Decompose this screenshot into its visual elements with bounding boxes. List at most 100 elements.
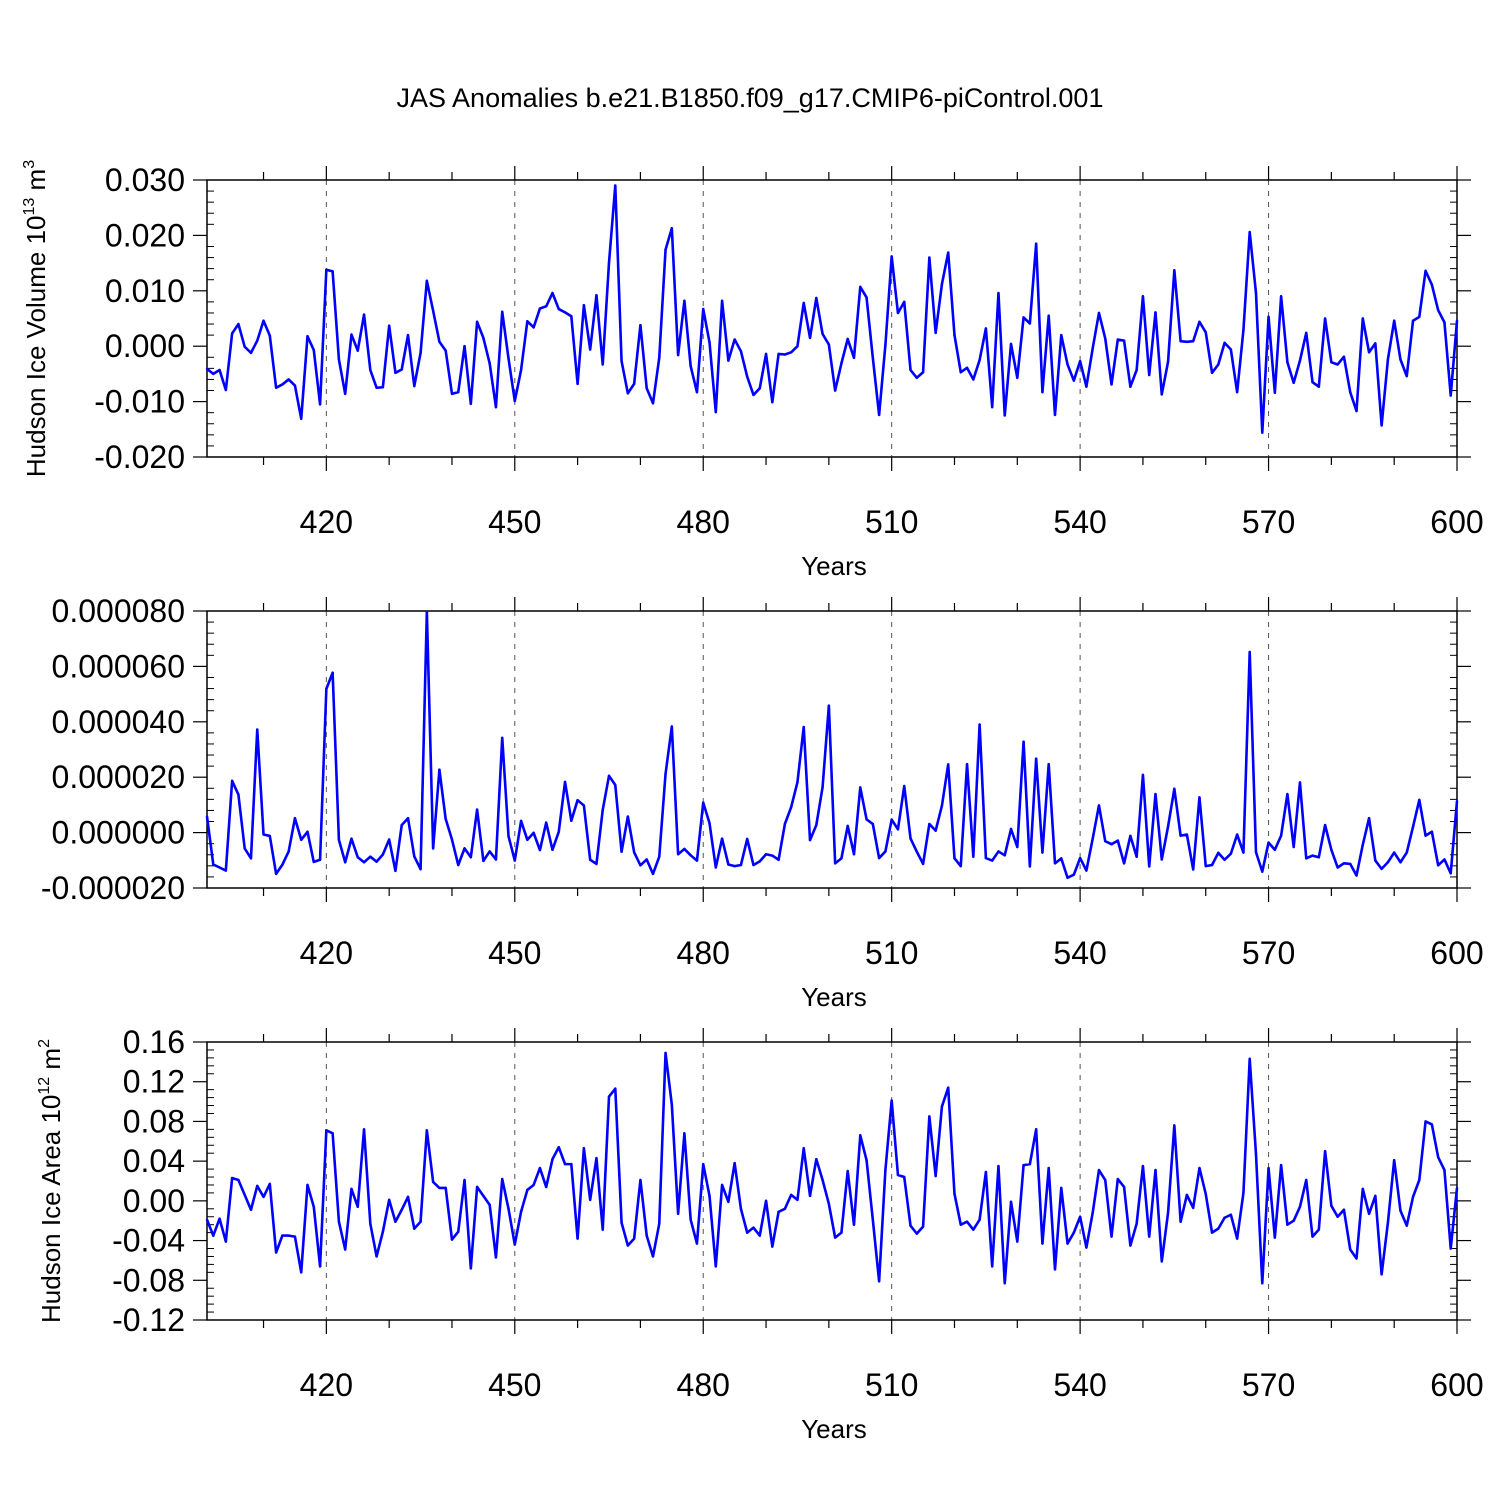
panel-2: -0.000020 0.000000 0.000020 0.000040 0.00006… [41,593,1484,1012]
data-point [1261,870,1264,873]
data-point [1154,1168,1157,1172]
data-point [1217,363,1220,366]
y-tick-label: -0.08 [112,1262,185,1298]
data-point [1003,1282,1006,1285]
data-point [714,866,717,869]
data-point [651,872,655,876]
data-point [789,805,793,809]
data-points [205,184,1459,434]
x-tick-label: 480 [677,504,730,540]
data-point [1185,340,1189,343]
data-point [526,320,529,323]
data-point [1436,1155,1440,1159]
data-point [1016,376,1019,379]
data-point [1217,851,1220,855]
data-point [1072,379,1076,382]
data-point [789,1193,793,1197]
data-point [1305,331,1308,335]
data-point [1367,816,1371,820]
data-point [212,863,215,866]
data-point [1129,834,1132,838]
data-point [1179,834,1182,837]
data-point [1298,781,1302,784]
data-point [1122,862,1126,865]
data-point [563,1162,567,1166]
data-point [658,855,661,858]
data-point [1091,347,1094,350]
data-point [582,804,586,807]
data-point [997,291,1000,295]
data-point [532,831,535,835]
data-point [1399,358,1402,361]
y-tick-label: 0.010 [105,273,185,309]
data-point [1198,320,1201,324]
data-point [362,313,366,316]
data-point [1323,823,1327,827]
data-point [318,858,322,861]
data-point [676,353,680,357]
data-point [463,345,466,348]
data-point [978,358,981,362]
panels: -0.020 -0.010 0.000 0.010 0.020 0.030 420 450 48… [21,160,1484,1444]
data-point [1009,827,1013,831]
data-point [356,856,359,859]
data-point [224,869,228,872]
data-point [972,855,975,858]
data-point [1424,834,1427,837]
data-point [274,872,278,876]
data-point [249,857,253,860]
y-tick-label: 0.000000 [52,815,185,851]
data-point [1267,315,1270,319]
data-point [570,1162,573,1166]
data-point [331,671,334,674]
data-point [1185,1193,1189,1197]
data-point [702,307,705,311]
data-point [1217,1227,1220,1230]
data-point [425,279,429,283]
data-point [557,1146,560,1149]
data-point [1336,1215,1339,1218]
data-point [1330,848,1333,851]
data-point [802,301,805,305]
data-point [771,400,774,404]
data-point [777,1210,780,1213]
data-point [369,855,372,858]
data-point [1386,861,1390,864]
data-point [915,376,918,379]
data-point [1060,857,1063,860]
data-point [1298,1205,1302,1209]
y-tick-label: 0.000040 [52,704,185,740]
data-point [262,319,265,322]
data-point [645,1234,648,1237]
data-point [903,1175,906,1179]
data-point [752,863,755,867]
data-point [431,309,435,312]
data-point [1135,1222,1138,1225]
data-point [702,1162,705,1166]
data-point [413,384,416,388]
data-point [896,311,900,315]
data-point [306,830,309,833]
data-point [1323,317,1327,320]
data-point [394,1220,397,1223]
data-point [1273,1236,1277,1239]
data-point [689,1218,692,1221]
data-point [1336,866,1339,869]
data-point [1028,322,1032,325]
data-point [582,304,586,307]
data-point [764,352,768,356]
x-tick-label: 420 [300,935,353,971]
data-point [859,285,862,289]
x-tick-label: 600 [1430,935,1483,971]
data-point [544,821,548,824]
data-point [1034,242,1038,245]
data-point [1430,283,1434,286]
data-point [1041,851,1044,854]
data-point [1317,856,1321,859]
data-point [840,362,843,365]
data-point [833,862,837,865]
data-point [626,815,630,818]
data-points [205,1051,1459,1285]
data-point [331,270,334,273]
data-point [287,850,290,853]
